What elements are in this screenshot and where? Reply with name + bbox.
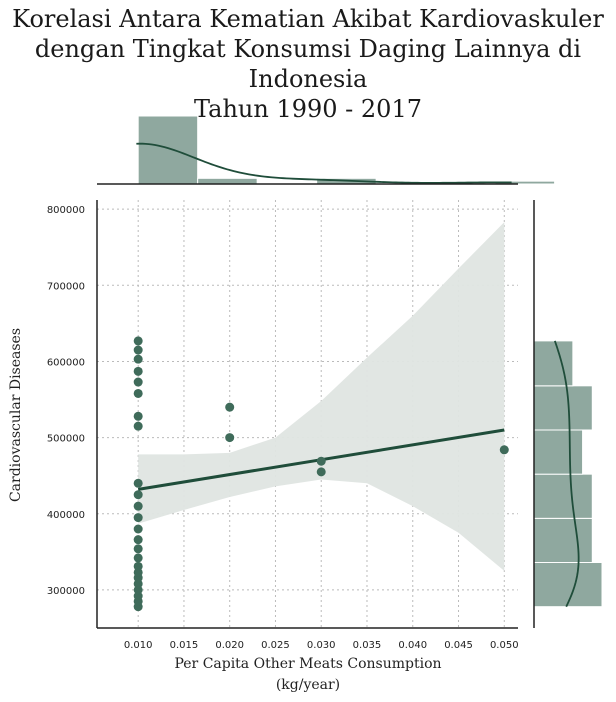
y-tick-label: 800000 <box>47 205 85 216</box>
marginal-y-bar <box>533 340 574 387</box>
data-point <box>133 478 143 488</box>
x-tick-label: 0.030 <box>307 640 336 651</box>
data-point <box>133 524 143 534</box>
y-tick-label: 500000 <box>47 434 85 445</box>
y-tick-label: 700000 <box>47 281 85 292</box>
data-point <box>225 433 235 443</box>
data-point <box>133 535 143 545</box>
data-point <box>133 553 143 563</box>
chart-title: Korelasi Antara Kematian Akibat Kardiova… <box>0 4 616 124</box>
points-layer <box>133 336 509 612</box>
x-tick-label: 0.025 <box>261 640 290 651</box>
x-axis-label-line-1: Per Capita Other Meats Consumption <box>174 656 441 672</box>
y-tick-label: 600000 <box>47 357 85 368</box>
marginal-y-bar <box>533 429 584 475</box>
data-point <box>133 388 143 398</box>
axes <box>96 200 518 629</box>
x-axis-label-line-2: (kg/year) <box>276 677 340 693</box>
title-line-2: dengan Tingkat Konsumsi Daging Lainnya d… <box>34 35 582 93</box>
data-point <box>133 561 143 571</box>
x-tick-label: 0.010 <box>124 640 153 651</box>
x-tick-label: 0.015 <box>170 640 199 651</box>
data-point <box>133 501 143 511</box>
confidence-band <box>138 222 505 571</box>
x-tick-label: 0.040 <box>398 640 427 651</box>
marginal-x-bar <box>197 177 258 185</box>
title-line-1: Korelasi Antara Kematian Akibat Kardiova… <box>12 5 604 33</box>
data-point <box>133 345 143 355</box>
marginal-y-bar <box>533 385 593 431</box>
data-point <box>133 336 143 346</box>
data-point <box>133 544 143 554</box>
x-tick-label: 0.045 <box>444 640 473 651</box>
y-tick-label: 300000 <box>47 586 85 597</box>
tick-labels: 0.010 0.015 0.020 0.025 0.030 0.035 0.040 0.045… <box>47 205 519 651</box>
marginal-y-histogram <box>533 200 603 628</box>
data-point <box>133 411 143 421</box>
x-tick-label: 0.035 <box>353 640 382 651</box>
data-point <box>316 467 326 477</box>
marginal-x-histogram <box>97 115 556 185</box>
x-tick-label: 0.050 <box>490 640 519 651</box>
marginal-x-bar <box>137 115 199 185</box>
data-point <box>133 513 143 523</box>
marginal-y-bar <box>533 473 593 519</box>
marginal-y-bar <box>533 517 593 564</box>
data-point <box>133 421 143 431</box>
data-point <box>499 445 509 455</box>
marginal-x-kde <box>136 142 512 184</box>
marginal-y-kde <box>554 340 580 608</box>
data-point <box>133 354 143 364</box>
y-axis-label: Cardiovascular Diseases <box>8 328 24 502</box>
x-tick-label: 0.020 <box>215 640 244 651</box>
y-tick-label: 400000 <box>47 510 85 521</box>
confidence-band-layer <box>138 222 505 571</box>
data-point <box>133 377 143 387</box>
data-point <box>133 366 143 376</box>
data-point <box>133 490 143 500</box>
data-point <box>316 456 326 466</box>
data-point <box>225 402 235 412</box>
title-line-3: Tahun 1990 - 2017 <box>194 95 422 123</box>
marginal-y-bar <box>533 562 603 608</box>
